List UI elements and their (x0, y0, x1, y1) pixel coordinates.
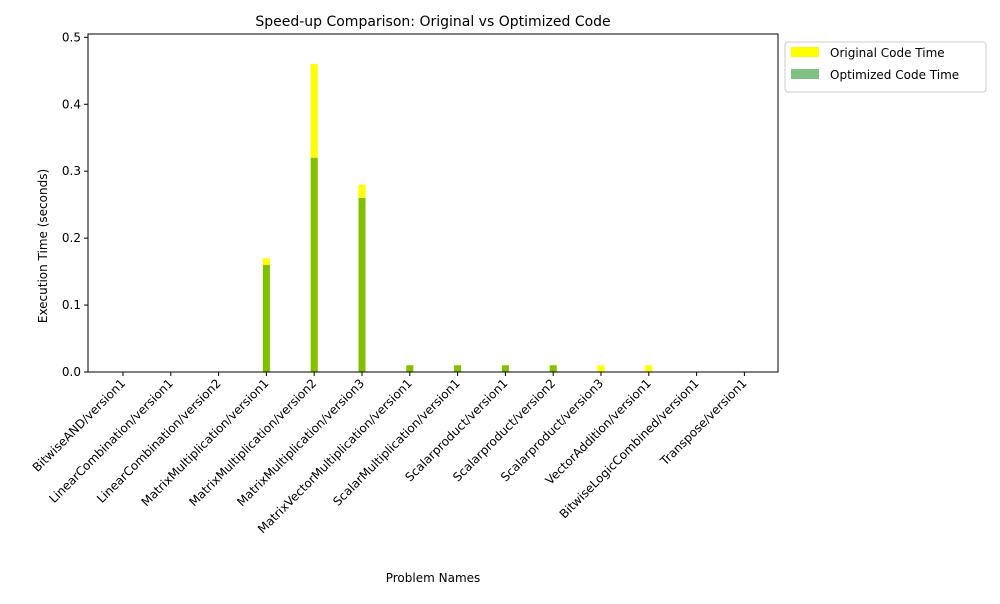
y-axis-ticks: 0.0 0.1 0.2 0.3 0.4 0.5 (62, 30, 88, 379)
x-tick-label: BitwiseAND/version1 (30, 376, 128, 474)
chart-title: Speed-up Comparison: Original vs Optimiz… (255, 14, 610, 30)
y-tick-label: 0.4 (62, 97, 81, 111)
legend: Original Code Time Optimized Code Time (784, 41, 987, 93)
plot-frame (87, 33, 779, 373)
bars-layer (262, 64, 653, 373)
legend-label: Original Code Time (830, 46, 945, 60)
y-tick-label: 0.5 (62, 30, 81, 44)
x-tick-label: Transpose/version1 (657, 376, 750, 469)
y-tick-label: 0.3 (62, 164, 81, 178)
bar-optimized (549, 365, 557, 372)
bar-optimized (501, 365, 509, 372)
x-axis-ticks: BitwiseAND/version1LinearCombination/ver… (30, 372, 750, 536)
bar-original (645, 365, 653, 372)
y-tick-label: 0.0 (62, 365, 81, 379)
y-axis-label: Execution Time (seconds) (36, 169, 50, 323)
legend-label: Optimized Code Time (830, 68, 959, 82)
bar-optimized (454, 365, 462, 372)
bar-original (597, 365, 605, 372)
bar-optimized (310, 157, 318, 372)
legend-box (784, 41, 987, 93)
bar-optimized (262, 264, 270, 372)
y-tick-label: 0.1 (62, 298, 81, 312)
bar-optimized (406, 365, 414, 372)
bar-optimized (358, 197, 366, 372)
legend-swatch (791, 47, 819, 57)
x-axis-label: Problem Names (386, 571, 481, 585)
legend-swatch (791, 69, 819, 79)
y-tick-label: 0.2 (62, 231, 81, 245)
